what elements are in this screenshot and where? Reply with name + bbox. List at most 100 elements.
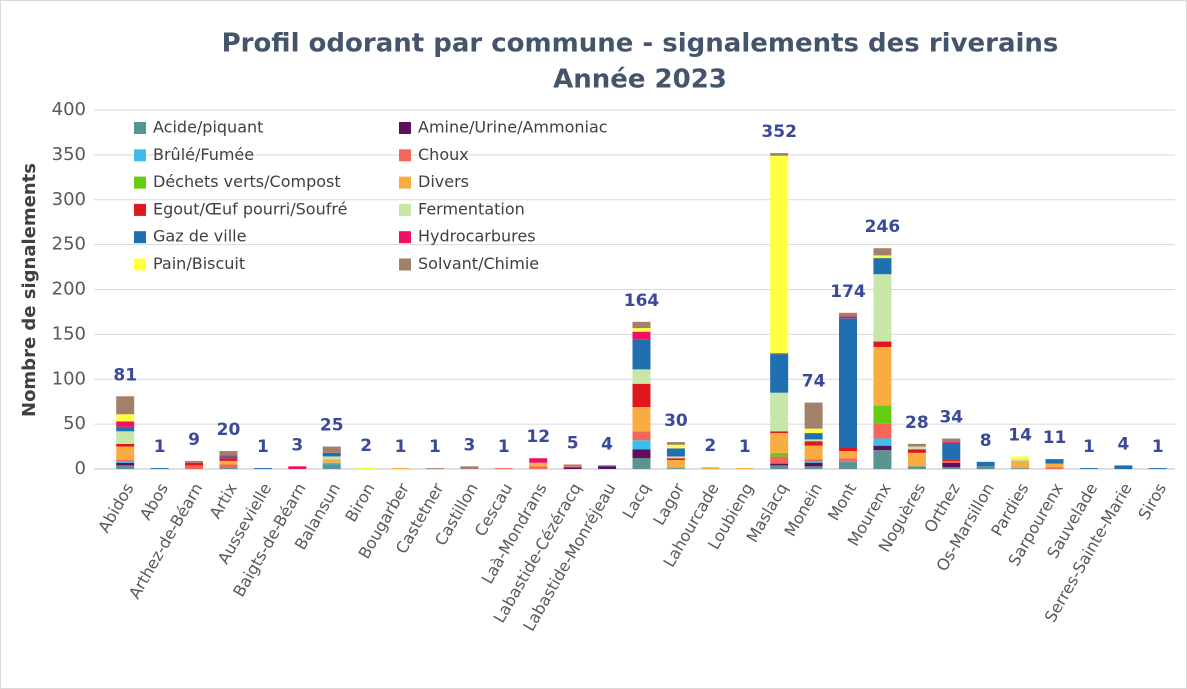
bar-segment [907,466,926,469]
bar-segment [942,438,961,443]
total-label: 2 [704,436,716,456]
total-label: 174 [830,282,866,302]
bar-segment [873,405,892,424]
y-tick-label: 50 [63,413,86,434]
bar-segment [873,248,892,256]
bar-segment [460,466,479,469]
total-label: 3 [291,435,303,455]
bar-segment [942,442,961,460]
bar-segment [839,447,858,452]
bar-segment [1045,459,1064,464]
bar-segment [770,452,789,457]
bar-segment [632,458,651,469]
total-label: 1 [257,437,269,457]
total-label: 246 [865,217,901,237]
total-label: 8 [980,431,992,451]
legend-swatch [399,176,411,189]
total-label: 2 [360,436,372,456]
legend-swatch [399,258,411,271]
legend-swatch [399,122,411,134]
bar-segment [632,339,651,370]
bar-segment [942,460,961,463]
bar-segment [770,463,789,466]
legend-swatch [134,122,146,134]
bar-segment [804,462,823,467]
bar-segment [666,458,685,461]
bar-segment [666,460,685,468]
bar-segment [116,421,135,427]
total-label: 5 [567,434,579,454]
bar-segment [804,402,823,429]
bar-segment [322,452,341,457]
bar-segment [1045,467,1064,469]
bar-segment [839,316,858,319]
bar-segment [804,428,823,434]
bar-segment [632,383,651,408]
bar-segment [907,452,926,467]
bar-segment [839,318,858,448]
bar-segment [563,466,582,468]
bar-segment [873,423,892,439]
bar-segment [1011,456,1030,460]
legend-label: Amine/Urine/Ammoniac [418,118,608,137]
bar-segment [1011,460,1030,469]
bar-segment [666,444,685,449]
total-label: 1 [1152,437,1164,457]
bar-segment [632,321,651,329]
bar-segment [839,461,858,469]
bar-segment [116,446,135,461]
bar-segment [322,464,341,469]
bar-segment [770,354,789,393]
bar-segment [563,464,582,467]
bar-segment [804,439,823,442]
bar-segment [1011,459,1030,461]
bar-segment [839,312,858,317]
bar-segment [632,440,651,450]
legend-label: Gaz de ville [153,227,246,246]
bar-segment [907,449,926,453]
total-label: 1 [429,437,441,457]
legend-swatch [134,203,146,216]
total-label: 9 [188,430,200,450]
total-label: 352 [761,122,797,142]
bar-segment [632,407,651,432]
bar-segment [219,455,238,457]
total-label: 81 [113,365,137,385]
bar-segment [873,438,892,446]
bar-segment [1045,463,1064,468]
bar-segment [529,458,548,463]
legend-swatch [399,203,411,216]
total-label: 20 [217,420,241,440]
bar-segment [873,274,892,342]
bar-segment [666,468,685,469]
total-label: 1 [739,437,751,457]
legend-label: Déchets verts/Compost [153,172,341,191]
bar-segment [185,465,204,469]
bar-segment [839,451,858,459]
total-label: 164 [624,291,660,311]
bar-segment [1148,468,1167,469]
y-tick-label: 100 [52,368,86,389]
bar-segment [942,462,961,468]
legend-swatch [134,231,146,244]
bar-segment [288,466,307,469]
bar-segment [770,433,789,453]
bar-segment [873,255,892,259]
bar-segment [907,446,926,450]
bar-segment [529,466,548,469]
bar-segment [770,353,789,355]
y-tick-label: 400 [52,99,86,120]
bar-segment [219,460,238,465]
bar-segment [873,450,892,469]
y-tick-label: 300 [52,189,86,210]
total-label: 34 [939,407,963,427]
total-label: 11 [1043,428,1067,448]
bar-segment [632,431,651,441]
chart-subtitle: Année 2023 [553,65,727,95]
bar-segment [873,445,892,451]
legend-swatch [134,149,146,162]
bar-segment [116,465,135,469]
bar-segment [322,446,341,453]
legend-swatch [399,149,411,162]
